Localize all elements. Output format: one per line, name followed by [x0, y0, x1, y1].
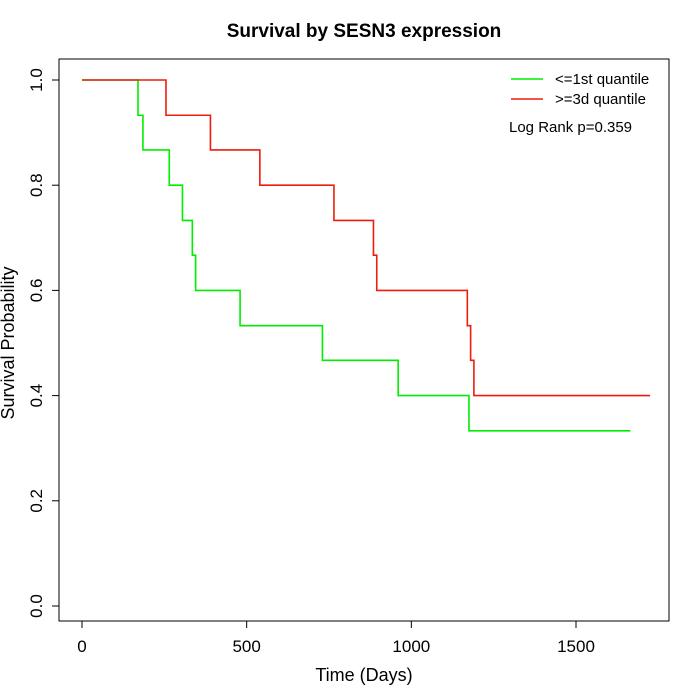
x-tick-label: 1000	[392, 637, 430, 656]
y-tick-label: 0.4	[27, 384, 46, 408]
y-tick-label: 0.8	[27, 173, 46, 197]
x-axis-label: Time (Days)	[315, 665, 412, 685]
y-axis: 0.0 0.2 0.4 0.6 0.8 1.0	[27, 68, 60, 618]
x-tick-label: 500	[232, 637, 260, 656]
y-axis-label: Survival Probability	[0, 266, 18, 419]
y-tick-label: 0.2	[27, 489, 46, 513]
series-layer	[82, 79, 651, 432]
x-tick-label: 1500	[557, 637, 595, 656]
log-rank-annotation: Log Rank p=0.359	[509, 119, 632, 136]
legend-label-low: <=1st quantile	[555, 71, 649, 88]
series-line-low-quantile	[82, 79, 631, 432]
y-tick-label: 0.6	[27, 279, 46, 303]
y-tick-label: 0.0	[27, 594, 46, 618]
series-line-high-quantile	[82, 79, 651, 397]
x-tick-label: 0	[77, 637, 86, 656]
y-tick-label: 1.0	[27, 68, 46, 92]
x-axis: 0 500 1000 1500	[77, 620, 595, 656]
legend-label-high: >=3d quantile	[555, 91, 646, 108]
chart-title: Survival by SESN3 expression	[227, 21, 502, 42]
legend: <=1st quantile >=3d quantile	[511, 71, 649, 108]
